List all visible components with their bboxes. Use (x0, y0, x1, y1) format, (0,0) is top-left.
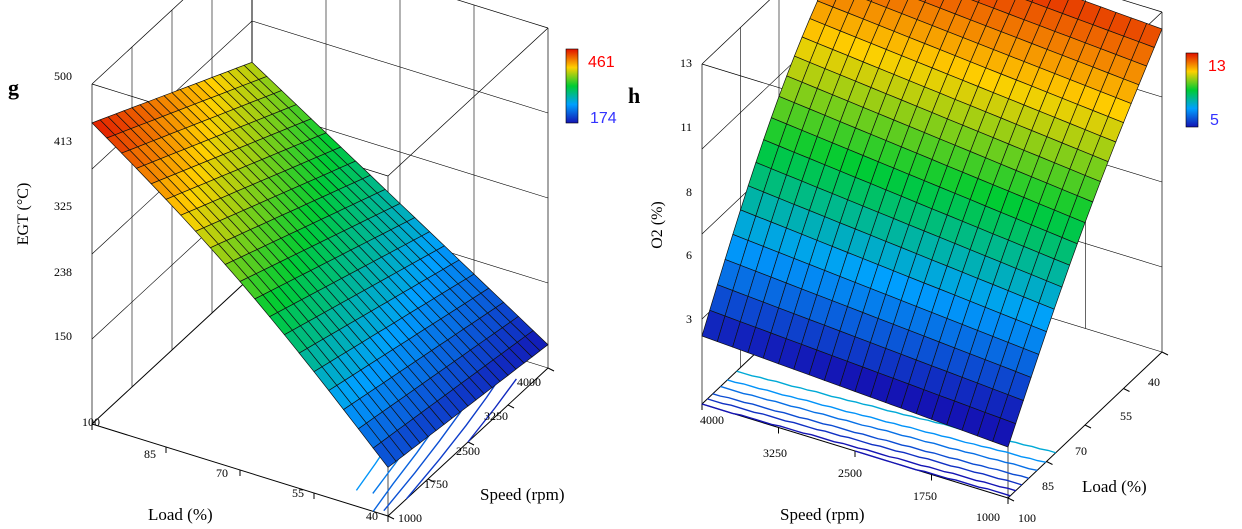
contour-line (854, 450, 1011, 497)
contour-line (707, 398, 1023, 486)
z-tick-h-2: 8 (686, 185, 692, 199)
y-tick-h-2: 2500 (838, 466, 862, 480)
z-tick-g-2: 325 (54, 199, 72, 213)
z-tick-g-0: 150 (54, 329, 72, 343)
y-tick-g-3: 3250 (484, 409, 508, 423)
panel-label-g: g (8, 75, 19, 100)
z-tick-h-1: 6 (686, 248, 692, 262)
x-tick-h-3: 85 (1042, 479, 1054, 493)
chart-panel-g: g EGT (°C) 150 238 325 413 500 100 85 70… (8, 0, 617, 525)
contour-line (467, 378, 517, 443)
y-tick-g-0: 1000 (398, 511, 422, 525)
y-tick-h-0: 4000 (700, 413, 724, 427)
x-tick-g-1: 85 (144, 447, 156, 461)
contour-line (712, 393, 1029, 479)
x-tick-g-2: 70 (216, 466, 228, 480)
colorbar-max-g: 461 (588, 54, 615, 71)
x-tick-h-1: 55 (1120, 409, 1132, 423)
x-tick-g-4: 40 (366, 509, 378, 523)
colorbar-h (1185, 52, 1199, 128)
y-tick-h-4: 1000 (976, 510, 1000, 524)
panel-label-h: h (628, 83, 640, 108)
surface-facet (992, 417, 1017, 448)
y-tick-g-2: 2500 (456, 444, 480, 458)
z-tick-g-1: 238 (54, 265, 72, 279)
x-tick-g-3: 55 (292, 486, 304, 500)
surface-mesh-h (701, 0, 1163, 448)
y-tick-g-1: 1750 (424, 477, 448, 491)
y-axis-label-g: Speed (rpm) (480, 485, 565, 504)
z-tick-g-3: 413 (54, 134, 72, 148)
x-tick-g-0: 100 (82, 415, 100, 429)
y-tick-h-3: 1750 (913, 489, 937, 503)
x-tick-h-2: 70 (1075, 444, 1087, 458)
z-axis-label-h: O2 (%) (649, 201, 666, 249)
x-axis-label-g: Load (%) (148, 505, 213, 524)
colorbar-min-g: 174 (590, 110, 617, 127)
x-axis-label-h: Load (%) (1082, 477, 1147, 496)
y-tick-g-4: 4000 (517, 375, 541, 389)
surface-mesh-g (91, 61, 549, 468)
z-tick-h-0: 3 (686, 312, 692, 326)
surface-facet (372, 441, 397, 468)
x-tick-h-0: 40 (1148, 375, 1160, 389)
contour-line (405, 372, 504, 500)
y-tick-h-1: 3250 (763, 446, 787, 460)
contour-line (720, 385, 1038, 471)
z-tick-h-4: 13 (680, 56, 692, 70)
z-tick-h-3: 11 (680, 120, 692, 134)
z-axis-label-g: EGT (°C) (15, 183, 32, 246)
z-tick-g-4: 500 (54, 69, 72, 83)
colorbar-g (565, 48, 579, 124)
x-tick-h-4: 100 (1018, 511, 1036, 525)
contour-line (727, 379, 1046, 463)
colorbar-min-h: 5 (1210, 112, 1219, 129)
contour-line (701, 403, 1016, 492)
colorbar-max-h: 13 (1208, 58, 1226, 75)
chart-panel-h: h O2 (%) 3 6 8 11 13 40 55 70 85 100 400… (628, 0, 1226, 525)
y-axis-label-h: Speed (rpm) (780, 505, 865, 524)
